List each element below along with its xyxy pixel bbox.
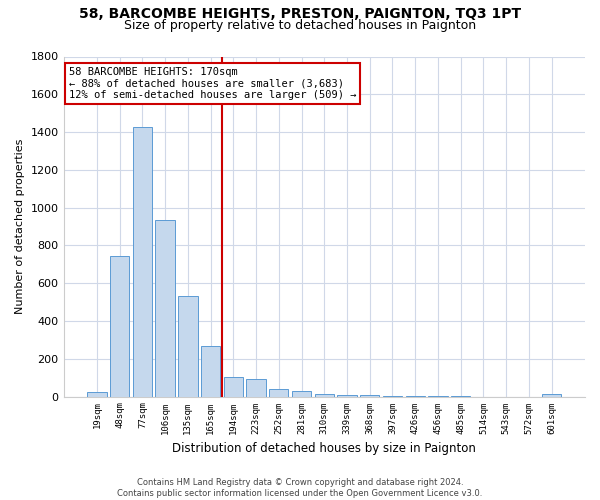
Bar bbox=[201, 346, 220, 397]
Bar bbox=[269, 389, 289, 396]
Bar bbox=[292, 392, 311, 396]
Bar bbox=[178, 296, 197, 396]
Text: Contains HM Land Registry data © Crown copyright and database right 2024.
Contai: Contains HM Land Registry data © Crown c… bbox=[118, 478, 482, 498]
Bar bbox=[337, 395, 356, 396]
Bar bbox=[314, 394, 334, 396]
Text: 58 BARCOMBE HEIGHTS: 170sqm
← 88% of detached houses are smaller (3,683)
12% of : 58 BARCOMBE HEIGHTS: 170sqm ← 88% of det… bbox=[69, 66, 356, 100]
Bar bbox=[224, 377, 243, 396]
Bar bbox=[133, 128, 152, 396]
X-axis label: Distribution of detached houses by size in Paignton: Distribution of detached houses by size … bbox=[172, 442, 476, 455]
Bar bbox=[155, 220, 175, 396]
Y-axis label: Number of detached properties: Number of detached properties bbox=[15, 139, 25, 314]
Bar bbox=[247, 379, 266, 396]
Bar bbox=[360, 395, 379, 396]
Bar bbox=[542, 394, 561, 396]
Text: Size of property relative to detached houses in Paignton: Size of property relative to detached ho… bbox=[124, 19, 476, 32]
Bar bbox=[87, 392, 107, 396]
Text: 58, BARCOMBE HEIGHTS, PRESTON, PAIGNTON, TQ3 1PT: 58, BARCOMBE HEIGHTS, PRESTON, PAIGNTON,… bbox=[79, 8, 521, 22]
Bar bbox=[110, 256, 130, 396]
